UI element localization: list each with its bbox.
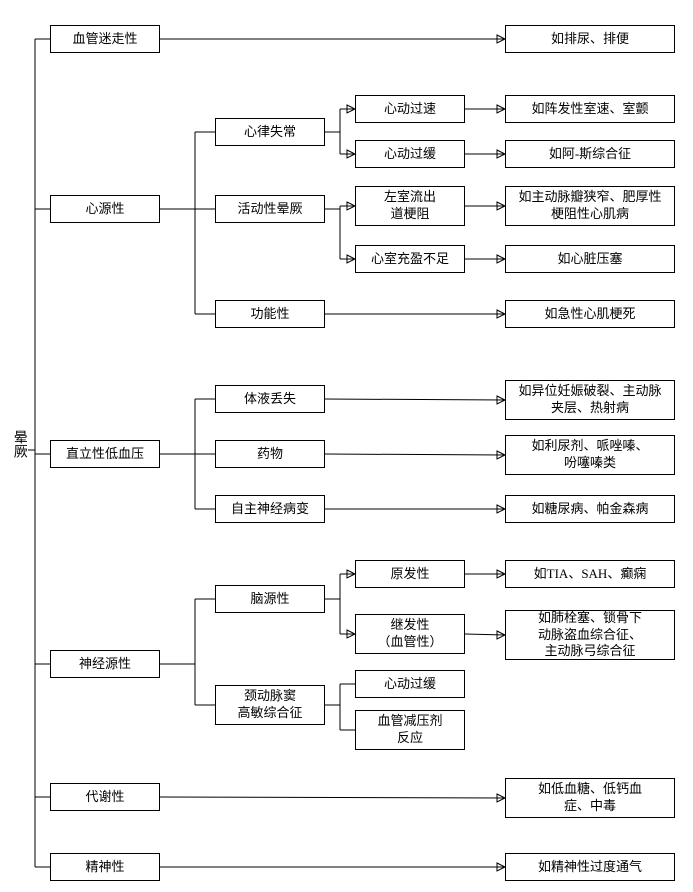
node-d3: 左室流出道梗阻 [355, 186, 465, 226]
node-d7: 心动过缓 [355, 670, 465, 698]
node-e7: 如异位妊娠破裂、主动脉夹层、热射病 [505, 380, 675, 420]
node-e12: 如低血糖、低钙血症、中毒 [505, 778, 675, 818]
node-d4: 心室充盈不足 [355, 245, 465, 273]
node-e9: 如糖尿病、帕金森病 [505, 495, 675, 523]
node-e4: 如主动脉瓣狭窄、肥厚性梗阻性心肌病 [505, 186, 675, 226]
node-d5: 原发性 [355, 560, 465, 588]
node-b2: 活动性晕厥 [215, 195, 325, 223]
node-b8: 颈动脉窦高敏综合征 [215, 685, 325, 725]
node-e1: 如排尿、排便 [505, 25, 675, 53]
node-b1: 心律失常 [215, 118, 325, 146]
node-b5: 药物 [215, 440, 325, 468]
root-label: 晕厥 [10, 430, 27, 458]
node-a2: 心源性 [50, 195, 160, 223]
node-e8: 如利尿剂、哌唑嗪、吩噻嗪类 [505, 435, 675, 475]
node-b3: 功能性 [215, 300, 325, 328]
node-d1: 心动过速 [355, 95, 465, 123]
node-e6: 如急性心肌梗死 [505, 300, 675, 328]
node-b6: 自主神经病变 [215, 495, 325, 523]
node-e5: 如心脏压塞 [505, 245, 675, 273]
node-b4: 体液丢失 [215, 385, 325, 413]
node-e10: 如TIA、SAH、癫痫 [505, 560, 675, 588]
node-a5: 代谢性 [50, 783, 160, 811]
node-a6: 精神性 [50, 853, 160, 881]
node-d6: 继发性（血管性） [355, 614, 465, 654]
node-e13: 如精神性过度通气 [505, 853, 675, 881]
node-e11: 如肺栓塞、锁骨下动脉盗血综合征、主动脉弓综合征 [505, 610, 675, 660]
node-b7: 脑源性 [215, 585, 325, 613]
node-a1: 血管迷走性 [50, 25, 160, 53]
node-a3: 直立性低血压 [50, 440, 160, 468]
node-e2: 如阵发性室速、室颤 [505, 95, 675, 123]
node-d2: 心动过缓 [355, 140, 465, 168]
node-e3: 如阿-斯综合征 [505, 140, 675, 168]
node-d8: 血管减压剂反应 [355, 710, 465, 750]
node-a4: 神经源性 [50, 650, 160, 678]
